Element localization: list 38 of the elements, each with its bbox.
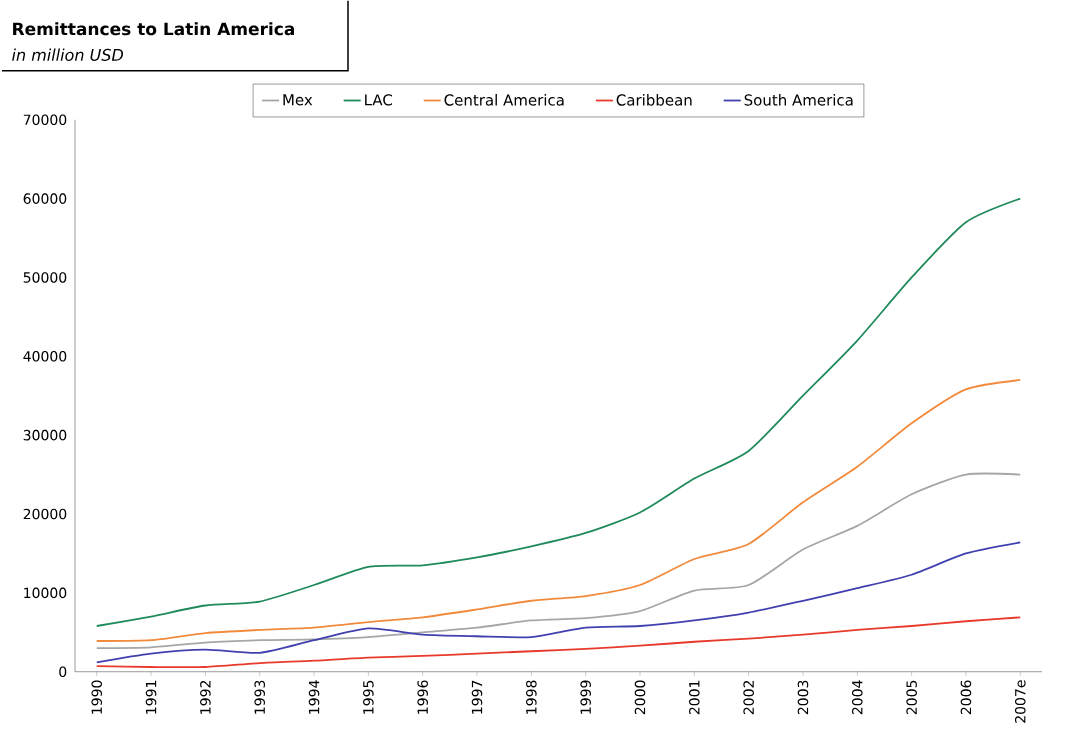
y-tick-label: 50000 bbox=[23, 272, 67, 283]
x-tick-label: 2001 bbox=[689, 680, 700, 715]
x-tick-label: 1997 bbox=[471, 680, 483, 714]
x-tick-label: 1993 bbox=[254, 680, 266, 714]
y-tick-label: 70000 bbox=[23, 114, 67, 126]
x-tick-label: 2006 bbox=[960, 680, 972, 715]
x-tick-label: 2000 bbox=[634, 680, 646, 715]
line-series bbox=[95, 197, 1022, 628]
legend-label: South America bbox=[744, 94, 853, 106]
x-tick-label: 1991 bbox=[145, 680, 157, 714]
line-series bbox=[95, 472, 1022, 650]
legend-label: LAC bbox=[365, 94, 393, 106]
chart-subtitle: in million USD bbox=[12, 48, 124, 62]
y-tick-label: 20000 bbox=[23, 508, 67, 520]
x-tick-label: 1999 bbox=[580, 680, 591, 714]
x-tick-label: 1996 bbox=[417, 680, 428, 714]
x-tick-label: 1990 bbox=[91, 680, 103, 714]
line-series bbox=[95, 541, 1022, 664]
y-tick-label: 0 bbox=[59, 666, 67, 678]
chart-title: Remittances to Latin America bbox=[13, 22, 294, 36]
y-tick-label: 40000 bbox=[23, 351, 67, 362]
line-series bbox=[95, 616, 1022, 669]
y-tick-label: 10000 bbox=[24, 587, 67, 599]
line-series bbox=[95, 379, 1022, 642]
x-tick-label: 2003 bbox=[797, 680, 809, 715]
x-tick-label: 1992 bbox=[200, 681, 211, 714]
legend-label: Central America bbox=[444, 94, 564, 106]
y-tick-label: 30000 bbox=[23, 429, 67, 441]
x-tick-label: 1994 bbox=[308, 680, 320, 714]
x-tick-label: 2007e bbox=[1014, 680, 1026, 723]
x-tick-label: 1995 bbox=[363, 680, 374, 714]
y-tick-label: 60000 bbox=[23, 193, 67, 205]
x-tick-label: 2002 bbox=[743, 681, 754, 715]
legend-label: Mex bbox=[283, 94, 313, 106]
x-tick-label: 1998 bbox=[526, 680, 537, 714]
x-tick-label: 2005 bbox=[906, 680, 917, 715]
x-tick-label: 2004 bbox=[852, 680, 863, 715]
legend-label: Caribbean bbox=[616, 94, 692, 106]
